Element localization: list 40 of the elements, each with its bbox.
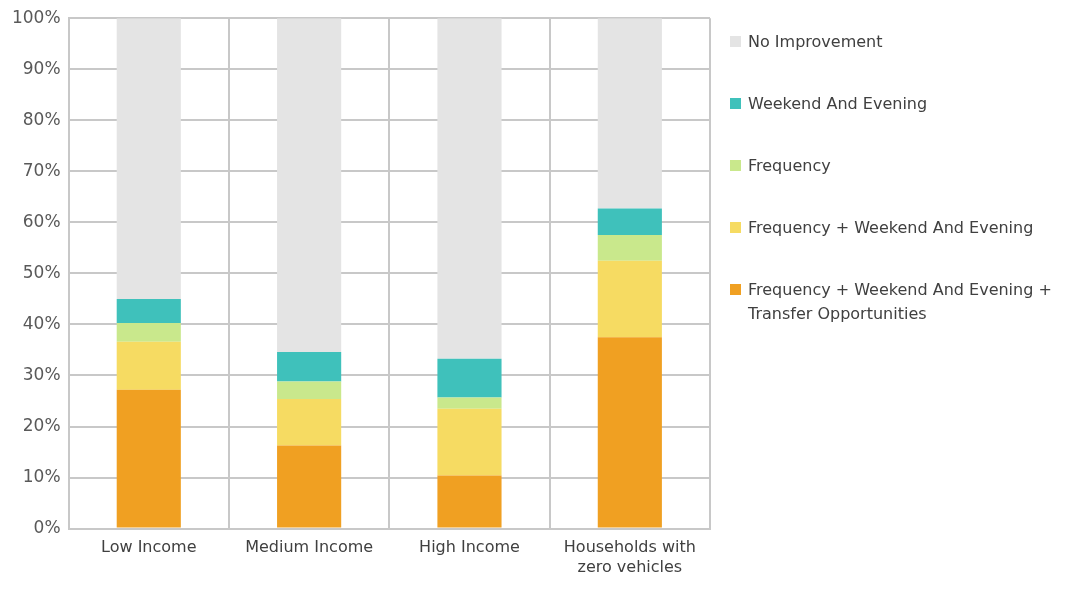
bar — [277, 445, 342, 528]
y-tick-label: 70% — [22, 159, 61, 180]
y-tick-label: 100% — [11, 6, 61, 27]
y-tick-label: 40% — [22, 312, 61, 333]
bar — [277, 352, 342, 382]
legend-label: Frequency + Weekend And Evening — [748, 217, 1034, 239]
bar — [597, 260, 662, 338]
bar — [277, 398, 342, 446]
bar — [277, 18, 342, 352]
bar — [437, 475, 502, 528]
y-tick-label: 20% — [22, 414, 61, 435]
legend-label: Frequency — [748, 155, 831, 177]
x-tick-label: Low Income — [101, 537, 197, 557]
bar — [597, 337, 662, 528]
bar — [116, 298, 181, 323]
bar — [116, 341, 181, 390]
y-tick-label: 90% — [22, 57, 61, 78]
x-tick-label: Households with zero vehicles — [563, 537, 696, 576]
bar — [437, 358, 502, 398]
y-tick-label: 30% — [22, 363, 61, 384]
bar — [597, 208, 662, 236]
y-tick-label: 60% — [22, 210, 61, 231]
bar — [597, 235, 662, 261]
y-tick-label: 50% — [22, 261, 61, 282]
x-tick-label: High Income — [419, 537, 520, 557]
legend-label: Frequency + Weekend And Evening + Transfer Opportunities — [748, 279, 1053, 325]
bar — [437, 397, 502, 409]
bar — [116, 18, 181, 299]
y-tick-label: 0% — [33, 517, 61, 538]
legend-label: No Improvement — [748, 31, 883, 53]
bar — [277, 381, 342, 399]
bar — [437, 18, 502, 359]
bar — [597, 18, 662, 209]
bar — [116, 322, 181, 342]
x-tick-label: Medium Income — [245, 537, 374, 557]
bar — [437, 408, 502, 476]
y-tick-label: 80% — [22, 108, 61, 129]
legend-label: Weekend And Evening — [748, 93, 928, 115]
y-tick-label: 10% — [22, 465, 61, 486]
bar — [116, 389, 181, 528]
